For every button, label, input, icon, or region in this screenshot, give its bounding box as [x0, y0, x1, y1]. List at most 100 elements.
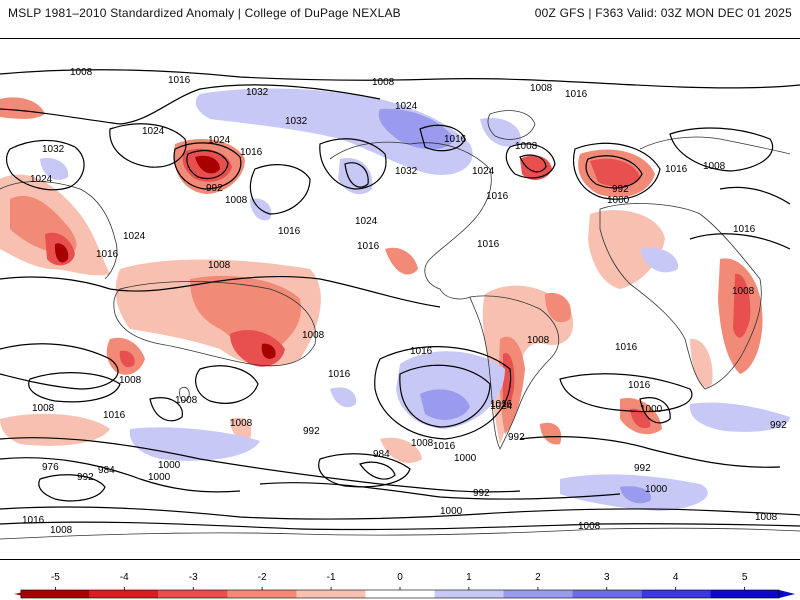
legend-swatch	[641, 590, 711, 598]
anomaly-region	[689, 402, 790, 432]
isobar-label: 1016	[328, 369, 351, 380]
isobar-label: 1016	[486, 191, 509, 202]
coastline-europe	[639, 136, 791, 155]
legend-tick-label: 0	[397, 572, 403, 583]
isobar-label: 1008	[230, 418, 253, 429]
anomaly-region	[330, 387, 357, 408]
isobar	[149, 397, 183, 422]
isobar-label: 1008	[302, 330, 325, 341]
isobar	[639, 397, 671, 424]
isobar	[0, 457, 241, 493]
isobar	[173, 142, 242, 190]
isobar	[0, 437, 521, 493]
isobar-label: 984	[98, 465, 115, 476]
isobar	[519, 154, 547, 173]
isobar	[344, 162, 369, 188]
isobar-label: 1008	[411, 438, 434, 449]
legend-tick-label: -5	[51, 572, 60, 583]
anomaly-region	[520, 155, 552, 181]
anomaly-region	[230, 417, 252, 441]
isobar-label: 1016	[665, 164, 688, 175]
isobar-label: 1024	[142, 126, 165, 137]
isobar-label: 1008	[527, 335, 550, 346]
anomaly-region	[420, 389, 470, 420]
isobar-label: 1008	[225, 195, 248, 206]
isobar	[519, 436, 781, 468]
legend-swatch	[296, 590, 366, 598]
isobar	[689, 233, 791, 250]
isobar	[374, 346, 512, 440]
isobar-label: 1016	[565, 89, 588, 100]
legend-tick-label: -3	[189, 572, 198, 583]
isobar-label: 1008	[732, 286, 755, 297]
anomaly-region	[378, 108, 455, 150]
isobar	[0, 506, 800, 520]
negative-anomaly-shading	[0, 97, 763, 463]
anomaly-region	[733, 273, 751, 338]
legend-swatch	[365, 590, 435, 598]
legend-tick-label: -4	[120, 572, 129, 583]
isobar-label: 992	[634, 463, 651, 474]
anomaly-region	[129, 427, 260, 461]
isobar	[0, 69, 800, 89]
coastline-south-america	[469, 295, 559, 450]
isobar	[669, 127, 774, 172]
anomaly-region	[54, 243, 69, 263]
isobar	[0, 343, 119, 390]
coastline-new-zealand	[179, 386, 190, 402]
isobar-label: 1024	[490, 401, 513, 412]
isobar-label: 1016	[628, 380, 651, 391]
isobar-label: 1032	[285, 116, 308, 127]
legend-max-arrow	[779, 590, 796, 598]
isobar	[249, 164, 311, 215]
coastline-north-america	[329, 141, 492, 300]
isobar	[585, 155, 643, 189]
anomaly-region	[195, 155, 220, 174]
isobar-label: 1008	[119, 375, 142, 386]
isobar-label: 1016	[96, 249, 119, 260]
isobar-label: 1008	[755, 512, 778, 523]
isobar-labels: 1008 1016 1008 1008 1016 1032 1024 1024 …	[22, 67, 787, 536]
run-info: 00Z GFS | F363 Valid: 03Z MON DEC 01 202…	[534, 6, 792, 20]
isobar-label: 1016	[357, 241, 380, 252]
anomaly-region	[588, 210, 665, 289]
isobar-label: 1008	[208, 260, 231, 271]
anomaly-region	[396, 351, 505, 429]
isobar-label: 1008	[703, 161, 726, 172]
chart-title: MSLP 1981–2010 Standardized Anomaly | Co…	[8, 6, 401, 20]
isobar-label: 1016	[433, 441, 456, 452]
isobar-label: 1000	[607, 195, 630, 206]
anomaly-region	[190, 275, 301, 355]
legend-tick-label: 5	[742, 572, 748, 583]
isobar-label: 1008	[530, 83, 553, 94]
isobar	[318, 453, 411, 488]
isobar	[0, 275, 441, 308]
isobar-label: 1024	[208, 135, 231, 146]
anomaly-region	[119, 350, 135, 368]
legend-tick-label: 4	[673, 572, 679, 583]
isobar	[573, 142, 661, 200]
anomaly-region	[590, 158, 640, 187]
anomaly-region	[503, 353, 515, 408]
anomaly-region	[620, 486, 651, 504]
anomaly-region	[40, 158, 69, 180]
legend-tick-label: -1	[327, 572, 336, 583]
legend-swatch	[227, 590, 297, 598]
anomaly-region	[540, 422, 562, 445]
isobar-label: 1024	[30, 174, 53, 185]
legend-swatch	[710, 590, 780, 598]
coastline-asia	[0, 181, 118, 280]
color-scale-legend: -5 -4 -3 -2 -1 0 1 2 3 4 5	[0, 566, 800, 600]
positive-anomaly-shading	[40, 88, 790, 511]
isobars	[0, 69, 800, 531]
anomaly-region	[261, 343, 276, 359]
isobar-label: 1024	[472, 166, 495, 177]
isobar-label: 1016	[240, 147, 263, 158]
anomaly-region	[380, 437, 422, 463]
anomaly-region	[690, 338, 713, 388]
isobar-label: 1024	[123, 231, 146, 242]
isobar-label: 1016	[490, 399, 513, 410]
coastlines	[0, 110, 800, 540]
coastline-australia	[113, 281, 317, 367]
coastline-africa	[599, 203, 762, 390]
